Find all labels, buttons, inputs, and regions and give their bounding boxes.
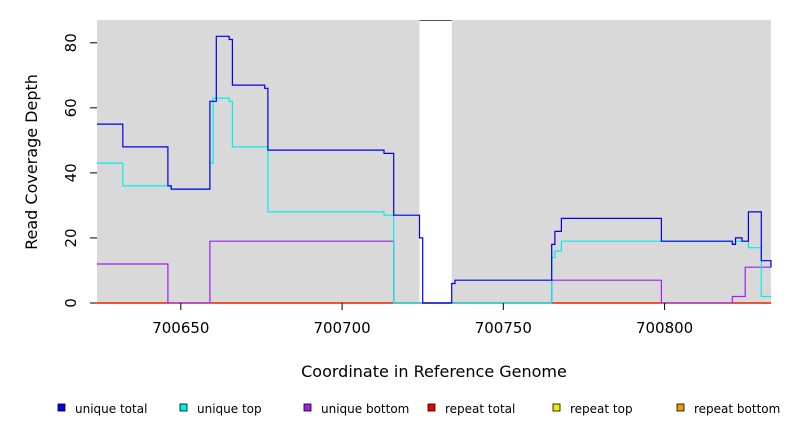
x-tick-label: 700650 — [152, 319, 209, 337]
axes-layer: 0 20 40 60 80 700650 700700 700750 700800 — [62, 33, 693, 337]
legend-swatch-unique-total — [57, 403, 66, 412]
legend-swatch-unique-bottom — [303, 403, 312, 412]
y-axis-label: Read Coverage Depth — [22, 74, 41, 250]
series-layer — [97, 35, 772, 304]
plot-area — [97, 20, 771, 303]
legend-label: unique bottom — [321, 402, 409, 416]
x-axis-label: Coordinate in Reference Genome — [301, 362, 567, 381]
legend-label: repeat total — [445, 402, 515, 416]
y-tick-label: 40 — [62, 163, 80, 182]
gap-region — [419, 20, 452, 303]
x-tick-label: 700750 — [475, 319, 532, 337]
legend: unique total unique top unique bottom repea… — [57, 402, 780, 416]
legend-label: repeat top — [570, 402, 633, 416]
y-tick-label: 60 — [62, 98, 80, 117]
legend-swatch-repeat-total — [427, 403, 436, 412]
legend-swatch-repeat-top — [552, 403, 561, 412]
legend-label: unique total — [75, 402, 147, 416]
series-unique-total — [97, 35, 772, 304]
legend-swatch-unique-top — [179, 403, 188, 412]
legend-label: unique top — [197, 402, 262, 416]
legend-label: repeat bottom — [694, 402, 780, 416]
y-tick-label: 0 — [62, 298, 80, 308]
y-tick-label: 80 — [62, 33, 80, 52]
legend-swatch-repeat-bottom — [676, 403, 685, 412]
x-tick-label: 700700 — [313, 319, 370, 337]
x-tick-label: 700800 — [636, 319, 693, 337]
y-tick-label: 20 — [62, 228, 80, 247]
